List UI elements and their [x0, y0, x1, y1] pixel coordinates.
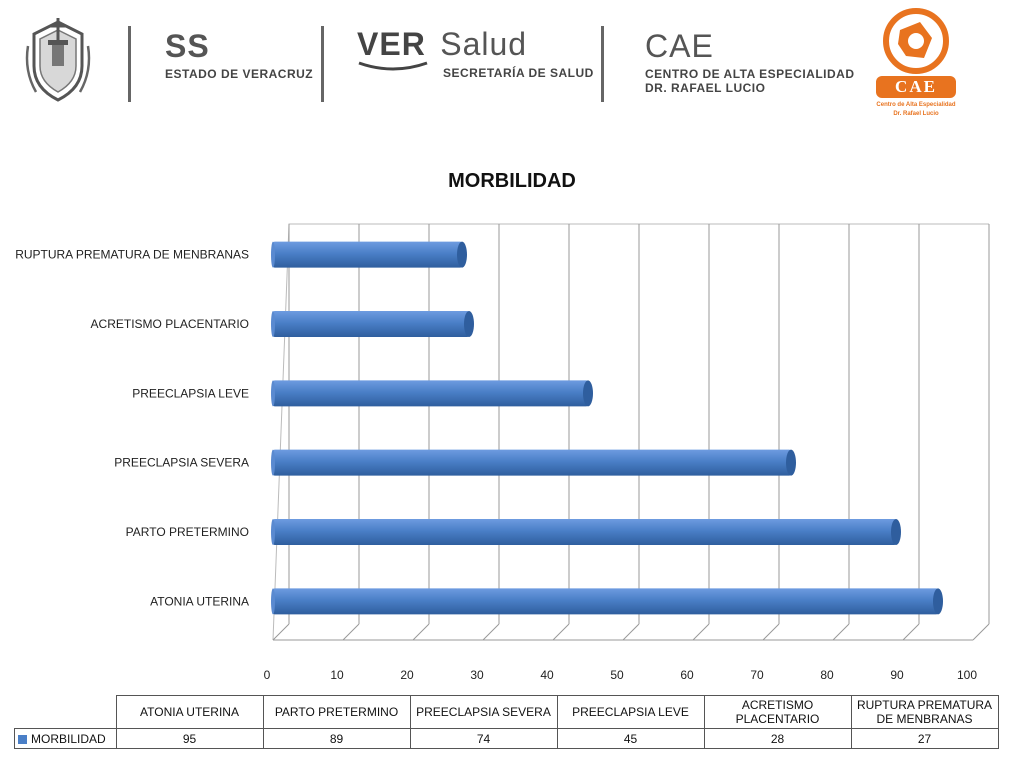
bar [273, 449, 791, 476]
table-header-cell: ACRETISMO PLACENTARIO [703, 695, 852, 729]
x-tick-label: 60 [680, 668, 694, 682]
x-tick-label: 80 [820, 668, 834, 682]
table-value-cell: 27 [850, 728, 999, 749]
table-header-cell: PREECLAPSIA SEVERA [409, 695, 558, 729]
chart-title: MORBILIDAD [448, 170, 576, 192]
bar [273, 519, 896, 545]
table-value-cell: 89 [262, 728, 411, 749]
x-tick-label: 0 [264, 668, 271, 682]
header-banner: SS ESTADO DE VERACRUZ VER Salud SECRETAR… [0, 0, 1024, 135]
bar-start-cap [271, 449, 275, 476]
ver-swoosh-icon [358, 61, 428, 71]
header-divider [601, 26, 604, 102]
salud-title: Salud [440, 26, 528, 62]
bar-start-cap [271, 241, 275, 268]
table-header-cell: RUPTURA PREMATURA DE MENBRANAS [850, 695, 999, 729]
gridline-floor [482, 623, 500, 641]
header-divider [128, 26, 131, 102]
cae-subtitle-2: DR. RAFAEL LUCIO [645, 81, 766, 95]
gridline-floor [622, 623, 640, 641]
chart-grid [272, 223, 990, 641]
bar-chart: ATONIA UTERINA PARTO PRETERMINO PREECLAPSI… [15, 223, 990, 682]
data-table-corner [15, 696, 117, 729]
table-header-cell: ATONIA UTERINA [115, 695, 264, 729]
gridline-floor [272, 623, 290, 641]
x-tick-label: 70 [750, 668, 764, 682]
gridline-floor [972, 623, 990, 641]
category-label: PREECLAPSIA SEVERA [114, 456, 249, 470]
cae-title: CAE [645, 28, 714, 64]
gridline-floor [832, 623, 850, 641]
x-tick-label: 40 [540, 668, 554, 682]
x-tick-label: 30 [470, 668, 484, 682]
x-tick-label: 10 [330, 668, 344, 682]
header-divider [321, 26, 324, 102]
data-table-row: MORBILIDAD 95 89 74 45 28 27 [14, 728, 999, 749]
table-value-cell: 95 [115, 728, 264, 749]
bar-end-cap [583, 380, 593, 407]
gridline-floor [552, 623, 570, 641]
x-tick-label: 20 [400, 668, 414, 682]
bar-end-cap [457, 241, 467, 268]
category-label: RUPTURA PREMATURA DE MENBRANAS [15, 248, 249, 262]
gridline-floor [412, 623, 430, 641]
gridline-floor [342, 623, 360, 641]
category-label: ATONIA UTERINA [150, 594, 249, 608]
x-tick-label: 90 [890, 668, 904, 682]
data-table-header-row: ATONIA UTERINA PARTO PRETERMINO PREECLAP… [15, 695, 999, 729]
bar-end-cap [464, 311, 474, 337]
bar [273, 241, 462, 268]
ss-subtitle: ESTADO DE VERACRUZ [165, 67, 314, 81]
table-header-cell: PARTO PRETERMINO [262, 695, 411, 729]
bar [273, 380, 588, 407]
veracruz-coat-of-arms-icon [25, 18, 91, 102]
x-tick-label: 100 [957, 668, 977, 682]
x-tick-label: 50 [610, 668, 624, 682]
table-value-cell: 28 [703, 728, 852, 749]
bar-start-cap [271, 519, 275, 545]
table-header-cell: PREECLAPSIA LEVE [556, 695, 705, 729]
category-label: PREECLAPSIA LEVE [132, 386, 249, 400]
data-table: ATONIA UTERINA PARTO PRETERMINO PREECLAP… [14, 695, 999, 749]
legend-swatch [18, 734, 27, 744]
category-label: PARTO PRETERMINO [126, 525, 249, 539]
gridline-floor [762, 623, 780, 641]
bar-start-cap [271, 311, 275, 337]
category-labels: ATONIA UTERINA PARTO PRETERMINO PREECLAPSI… [15, 248, 249, 609]
ver-subtitle: SECRETARÍA DE SALUD [443, 66, 594, 80]
x-axis-ticks: 0 10 20 30 40 50 60 70 80 90 100 [264, 668, 978, 682]
table-value-cell: 45 [556, 728, 705, 749]
bar-end-cap [786, 449, 796, 476]
gridline-floor [902, 623, 920, 641]
bar-start-cap [271, 380, 275, 407]
cae-logo-sub-1: Centro de Alta Especialidad [876, 102, 956, 108]
bar [273, 311, 469, 337]
cae-logo-text: CAE [895, 77, 937, 96]
bar [273, 588, 938, 615]
table-value-cell: 74 [409, 728, 558, 749]
cae-emblem-icon [883, 8, 949, 74]
ss-title: SS [165, 28, 210, 64]
ver-title: VER [357, 26, 426, 62]
legend-entry: MORBILIDAD [14, 728, 117, 749]
chart-bars [271, 241, 943, 615]
ss-brand: SS ESTADO DE VERACRUZ [165, 28, 313, 81]
chart-wall [272, 223, 989, 641]
category-label: ACRETISMO PLACENTARIO [91, 317, 249, 331]
bar-end-cap [933, 588, 943, 615]
cae-subtitle-1: CENTRO DE ALTA ESPECIALIDAD [645, 67, 855, 81]
legend-label: MORBILIDAD [31, 731, 106, 746]
gridline-floor [692, 623, 710, 641]
cae-logo-sub-2: Dr. Rafael Lucio [893, 111, 939, 117]
cae-logo-badge: CAE [876, 76, 956, 98]
cae-brand: CAE CENTRO DE ALTA ESPECIALIDAD DR. RAFA… [645, 28, 855, 95]
bar-start-cap [271, 588, 275, 615]
bar-end-cap [891, 519, 901, 545]
cae-logo: CAE Centro de Alta Especialidad Dr. Rafa… [870, 8, 962, 124]
ver-salud-brand: VER Salud SECRETARÍA DE SALUD [357, 26, 593, 80]
